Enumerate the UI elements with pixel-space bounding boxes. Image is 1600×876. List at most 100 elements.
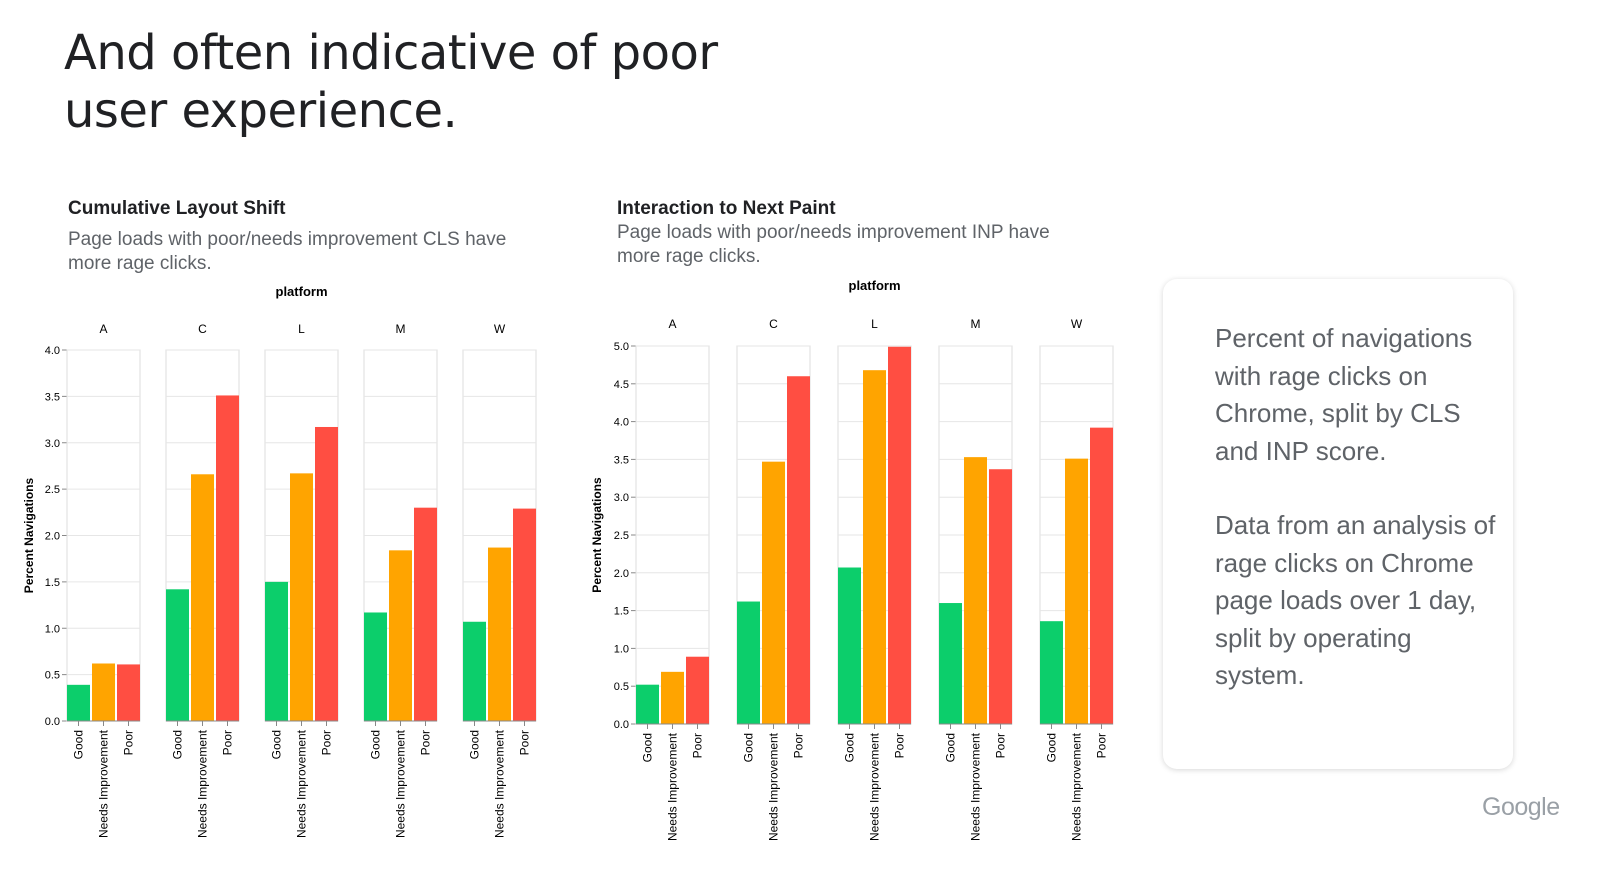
- x-tick-label: Poor: [1095, 733, 1109, 758]
- y-tick-label: 5.0: [614, 341, 629, 353]
- facet-header-label: platform: [849, 278, 901, 293]
- y-tick-label: 4.5: [614, 379, 629, 391]
- bar-m-poor: [414, 507, 437, 721]
- inp-chart-title: Interaction to Next Paint: [617, 198, 836, 219]
- bar-a-needs-improvement: [661, 671, 684, 724]
- x-tick-label: Needs Improvement: [394, 729, 408, 838]
- y-tick-label: 1.0: [614, 643, 629, 655]
- x-tick-label: Poor: [419, 730, 433, 755]
- y-tick-label: 2.0: [614, 568, 629, 580]
- bar-w-poor: [1090, 427, 1113, 724]
- y-tick-label: 2.0: [45, 531, 60, 543]
- bar-w-needs-improvement: [1065, 458, 1088, 724]
- facet-label: L: [871, 317, 878, 331]
- x-tick-label: Poor: [518, 730, 532, 755]
- x-tick-label: Poor: [221, 730, 235, 755]
- y-tick-label: 3.5: [45, 391, 60, 403]
- x-tick-label: Good: [944, 733, 958, 762]
- facet-label: A: [99, 322, 107, 336]
- x-tick-label: Good: [742, 733, 756, 762]
- x-tick-label: Poor: [893, 733, 907, 758]
- bar-a-good: [67, 684, 90, 721]
- bar-c-needs-improvement: [191, 474, 214, 721]
- x-tick-label: Needs Improvement: [97, 729, 111, 838]
- y-tick-label: 0.0: [614, 719, 629, 731]
- facet-label: M: [971, 317, 981, 331]
- slide-title: And often indicative of poor user experi…: [64, 25, 718, 139]
- x-tick-label: Good: [1045, 733, 1059, 762]
- x-tick-label: Needs Improvement: [493, 729, 507, 838]
- note-paragraph-1: Percent of navigations with rage clicks …: [1215, 323, 1473, 466]
- x-tick-label: Needs Improvement: [969, 732, 983, 841]
- bar-c-poor: [787, 376, 810, 724]
- bar-m-poor: [989, 469, 1012, 724]
- y-tick-label: 1.0: [45, 623, 60, 635]
- facet-label: W: [494, 322, 506, 336]
- bar-a-poor: [686, 656, 709, 724]
- y-tick-label: 4.0: [45, 345, 60, 357]
- x-tick-label: Good: [641, 733, 655, 762]
- x-tick-label: Needs Improvement: [767, 732, 781, 841]
- y-tick-label: 3.0: [614, 492, 629, 504]
- facet-label: C: [769, 317, 778, 331]
- bar-l-needs-improvement: [290, 473, 313, 721]
- facet-label: A: [668, 317, 676, 331]
- bar-a-good: [636, 684, 659, 724]
- x-tick-label: Needs Improvement: [868, 732, 882, 841]
- bar-l-good: [838, 567, 861, 724]
- y-tick-label: 3.0: [45, 438, 60, 450]
- y-tick-label: 4.0: [614, 417, 629, 429]
- x-tick-label: Needs Improvement: [295, 729, 309, 838]
- inp-chart-subtitle: Page loads with poor/needs improvement I…: [617, 222, 1050, 267]
- y-tick-label: 0.5: [614, 681, 629, 693]
- google-logo: Google: [1482, 793, 1560, 821]
- y-tick-label: 0.5: [45, 670, 60, 682]
- x-tick-label: Poor: [320, 730, 334, 755]
- x-tick-label: Needs Improvement: [1070, 732, 1084, 841]
- facet-header-label: platform: [276, 284, 328, 299]
- cls-bar-chart: platform Percent Navigations 0.0 0.5 1.0 1.5 2…: [22, 284, 537, 838]
- x-tick-label: Poor: [691, 733, 705, 758]
- cls-chart-title: Cumulative Layout Shift: [68, 198, 286, 219]
- bar-l-good: [265, 581, 288, 721]
- x-tick-label: Needs Improvement: [196, 729, 210, 838]
- x-tick-label: Good: [468, 730, 482, 759]
- x-tick-label: Good: [270, 730, 284, 759]
- bar-w-good: [1040, 621, 1063, 724]
- bar-m-needs-improvement: [964, 457, 987, 724]
- x-tick-label: Good: [171, 730, 185, 759]
- bar-m-good: [364, 612, 387, 721]
- bar-c-good: [737, 601, 760, 724]
- x-tick-label: Good: [369, 730, 383, 759]
- x-tick-label: Needs Improvement: [666, 732, 680, 841]
- y-tick-label: 0.0: [45, 716, 60, 728]
- x-tick-label: Poor: [122, 730, 136, 755]
- x-tick-label: Poor: [994, 733, 1008, 758]
- y-tick-label: 3.5: [614, 454, 629, 466]
- cls-chart-subtitle: Page loads with poor/needs improvement C…: [68, 229, 507, 274]
- y-tick-label: 2.5: [45, 484, 60, 496]
- x-tick-label: Poor: [792, 733, 806, 758]
- y-tick-label: 1.5: [614, 606, 629, 618]
- x-tick-label: Good: [843, 733, 857, 762]
- y-axis-title: Percent Navigations: [590, 477, 604, 593]
- y-tick-label: 1.5: [45, 577, 60, 589]
- facet-label: L: [298, 322, 305, 336]
- bar-w-needs-improvement: [488, 547, 511, 721]
- bar-l-poor: [315, 426, 338, 721]
- x-tick-label: Good: [72, 730, 86, 759]
- bar-c-poor: [216, 395, 239, 721]
- bar-w-good: [463, 621, 486, 721]
- bar-m-needs-improvement: [389, 550, 412, 721]
- bar-a-poor: [117, 664, 140, 721]
- facet-label: W: [1071, 317, 1083, 331]
- y-axis-title: Percent Navigations: [22, 477, 36, 593]
- note-paragraph-2: Data from an analysis of rage clicks on …: [1215, 510, 1496, 690]
- bar-c-good: [166, 589, 189, 721]
- bar-m-good: [939, 603, 962, 724]
- bar-c-needs-improvement: [762, 461, 785, 724]
- bar-a-needs-improvement: [92, 663, 115, 721]
- y-tick-label: 2.5: [614, 530, 629, 542]
- bar-w-poor: [513, 508, 536, 721]
- note-card: Percent of navigations with rage clicks …: [1163, 279, 1513, 769]
